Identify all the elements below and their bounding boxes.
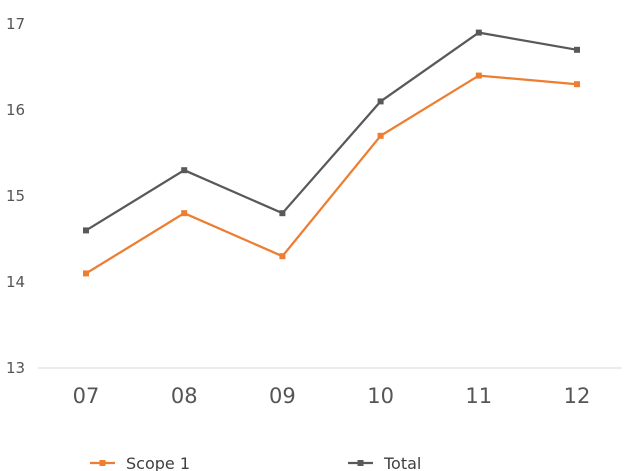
x-tick-label: 11 bbox=[465, 384, 492, 408]
legend-marker-swatch bbox=[99, 460, 106, 466]
data-point bbox=[279, 253, 286, 260]
x-tick-label: 09 bbox=[269, 384, 296, 408]
data-point bbox=[377, 98, 384, 105]
data-point bbox=[475, 29, 482, 36]
y-tick-label: 13 bbox=[6, 359, 25, 377]
x-axis: 07 08 09 10 11 12 bbox=[38, 367, 622, 408]
y-tick-label: 14 bbox=[6, 273, 25, 291]
data-point bbox=[475, 72, 482, 79]
data-point bbox=[377, 132, 384, 139]
series-layer bbox=[83, 29, 580, 277]
data-point bbox=[83, 227, 89, 234]
legend-label: Total bbox=[383, 454, 421, 471]
x-tick-label: 10 bbox=[367, 384, 394, 408]
legend-marker-swatch bbox=[357, 460, 364, 466]
data-point bbox=[574, 46, 580, 53]
x-tick-label: 07 bbox=[73, 384, 100, 408]
data-point bbox=[83, 270, 89, 277]
data-point bbox=[574, 81, 580, 88]
legend: Scope 1 Total bbox=[90, 454, 421, 471]
series-line bbox=[85, 31, 578, 232]
legend-label: Scope 1 bbox=[126, 454, 190, 471]
x-tick-label: 08 bbox=[171, 384, 198, 408]
y-axis: 13 14 15 16 17 bbox=[6, 15, 25, 377]
data-point bbox=[181, 167, 188, 174]
data-point bbox=[181, 210, 188, 217]
y-tick-label: 16 bbox=[6, 101, 25, 119]
data-point bbox=[279, 210, 286, 217]
y-tick-label: 15 bbox=[6, 187, 25, 205]
x-tick-label: 12 bbox=[564, 384, 591, 408]
y-tick-label: 17 bbox=[6, 15, 25, 33]
series-line bbox=[85, 74, 578, 275]
